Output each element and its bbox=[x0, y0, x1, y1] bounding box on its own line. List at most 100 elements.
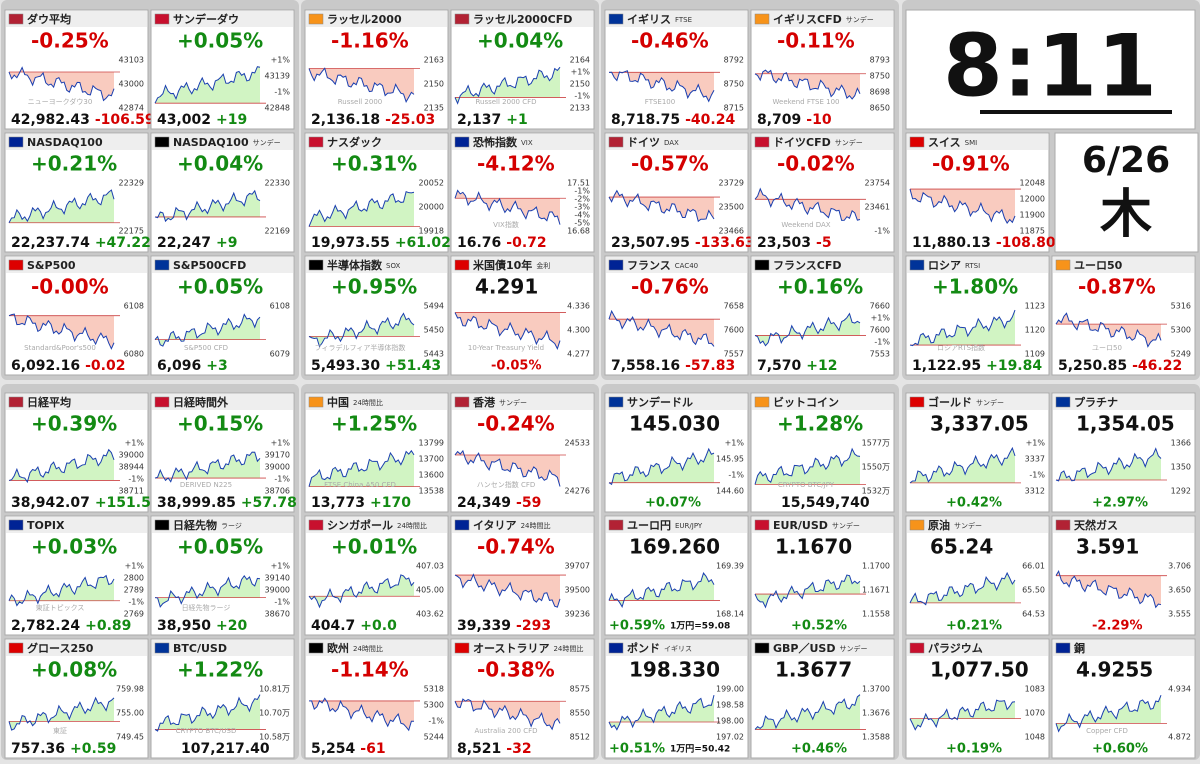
axis-label: -1% bbox=[728, 471, 744, 480]
headline: 3,337.05 bbox=[930, 412, 1029, 436]
tile-header bbox=[907, 134, 1048, 150]
flag bbox=[608, 519, 624, 531]
footer-change: -133.63 bbox=[695, 235, 755, 251]
tile-name: ラッセル2000CFD bbox=[473, 13, 572, 26]
chart-line bbox=[308, 67, 415, 104]
chart-area bbox=[455, 67, 560, 104]
axis-label: 6079 bbox=[270, 350, 290, 359]
footer-change: -57.83 bbox=[685, 358, 735, 374]
tile-header bbox=[907, 640, 1048, 656]
flag bbox=[308, 642, 324, 654]
headline: -0.74% bbox=[477, 535, 555, 559]
tile bbox=[304, 392, 449, 513]
headline: -1.14% bbox=[331, 658, 409, 682]
chart-line bbox=[154, 574, 261, 608]
flag bbox=[608, 136, 624, 148]
footer-price: 5,250.85 bbox=[1058, 358, 1127, 374]
axis-label: -1% bbox=[1029, 471, 1045, 480]
axis-label: 5443 bbox=[424, 350, 444, 359]
tile-header bbox=[452, 517, 593, 533]
flag bbox=[8, 13, 24, 25]
footer-change: -46.22 bbox=[1132, 358, 1182, 374]
tile bbox=[604, 255, 749, 376]
axis-label: 23461 bbox=[865, 203, 890, 212]
tile-name: BTC/USD bbox=[173, 642, 227, 655]
watermark: 東証 bbox=[53, 726, 67, 735]
axis-label: 23754 bbox=[865, 179, 890, 188]
headline: +1.28% bbox=[777, 412, 863, 436]
chart-line bbox=[454, 189, 561, 225]
headline: 1.1670 bbox=[775, 535, 852, 559]
headline: 169.260 bbox=[629, 535, 720, 559]
axis-label: 20052 bbox=[419, 179, 444, 188]
axis-label: 198.00 bbox=[716, 717, 744, 726]
tile-header bbox=[907, 517, 1048, 533]
footer-change: -0.05% bbox=[491, 359, 542, 374]
chart-line bbox=[754, 447, 861, 485]
footer-extra: 1万円=50.42 bbox=[670, 744, 730, 755]
axis-label: 64.53 bbox=[1022, 610, 1045, 619]
axis-label: 168.14 bbox=[716, 610, 744, 619]
footer-change: -61 bbox=[360, 741, 385, 757]
chart-area bbox=[609, 70, 714, 102]
tile-header bbox=[152, 517, 293, 533]
tile-header bbox=[452, 134, 593, 150]
headline: 4.9255 bbox=[1076, 658, 1153, 682]
footer-change: +0.42% bbox=[946, 496, 1002, 511]
tile bbox=[304, 255, 449, 376]
flag bbox=[308, 259, 324, 271]
tile-tag: 24時間比 bbox=[353, 398, 383, 407]
chart-area bbox=[9, 449, 114, 482]
footer-change: +47.22 bbox=[95, 235, 151, 251]
date: 6/26 bbox=[1082, 140, 1170, 181]
tile-tag: FTSE bbox=[675, 16, 692, 24]
axis-label: 13799 bbox=[419, 439, 444, 448]
chart-line bbox=[8, 448, 115, 484]
tile-name: イギリス bbox=[627, 12, 671, 26]
footer-change: -106.59 bbox=[95, 112, 155, 128]
tile bbox=[150, 132, 295, 253]
tile-name: S&P500 bbox=[27, 259, 76, 272]
tile-header bbox=[606, 517, 747, 533]
footer-change: +0.52% bbox=[791, 619, 847, 634]
tile-header bbox=[752, 394, 893, 410]
tile-tag: 24時間比 bbox=[353, 644, 383, 653]
headline: +1.25% bbox=[331, 412, 417, 436]
footer-change: +0.60% bbox=[1092, 742, 1148, 757]
footer-change: -108.80 bbox=[996, 235, 1056, 251]
tile bbox=[750, 9, 895, 130]
flag bbox=[754, 396, 770, 408]
footer-price: 38,942.07 bbox=[11, 495, 90, 511]
chart-line bbox=[154, 189, 261, 223]
footer-change: +0.0 bbox=[360, 618, 397, 634]
headline: -0.00% bbox=[31, 275, 109, 299]
axis-label: 39000 bbox=[265, 586, 290, 595]
chart-line bbox=[8, 313, 115, 350]
flag bbox=[308, 519, 324, 531]
tile-header bbox=[452, 394, 593, 410]
axis-label: 1292 bbox=[1171, 487, 1191, 496]
axis-label: 38706 bbox=[265, 487, 290, 496]
flag bbox=[454, 396, 470, 408]
footer-price: 757.36 bbox=[11, 741, 65, 757]
footer-price: 8,718.75 bbox=[611, 112, 680, 128]
tile bbox=[1051, 255, 1196, 376]
axis-label: 7600 bbox=[724, 326, 744, 335]
axis-label: 1109 bbox=[1025, 350, 1045, 359]
footer-change: +0.59 bbox=[70, 741, 116, 757]
tile-header bbox=[306, 134, 447, 150]
footer-price: 13,773 bbox=[311, 495, 365, 511]
tile-header bbox=[1053, 517, 1194, 533]
chart-line bbox=[1055, 447, 1162, 482]
footer-change: -10 bbox=[806, 112, 832, 128]
tile-header bbox=[452, 11, 593, 27]
flag bbox=[909, 259, 925, 271]
tile-tag: サンデー bbox=[846, 15, 874, 24]
chart-area bbox=[1056, 695, 1161, 732]
tile-name: プラチナ bbox=[1074, 395, 1118, 409]
axis-label: +1% bbox=[271, 439, 291, 448]
headline: -0.11% bbox=[777, 29, 855, 53]
flag bbox=[754, 642, 770, 654]
tile-name: ドイツCFD bbox=[773, 136, 831, 149]
tile bbox=[150, 9, 295, 130]
